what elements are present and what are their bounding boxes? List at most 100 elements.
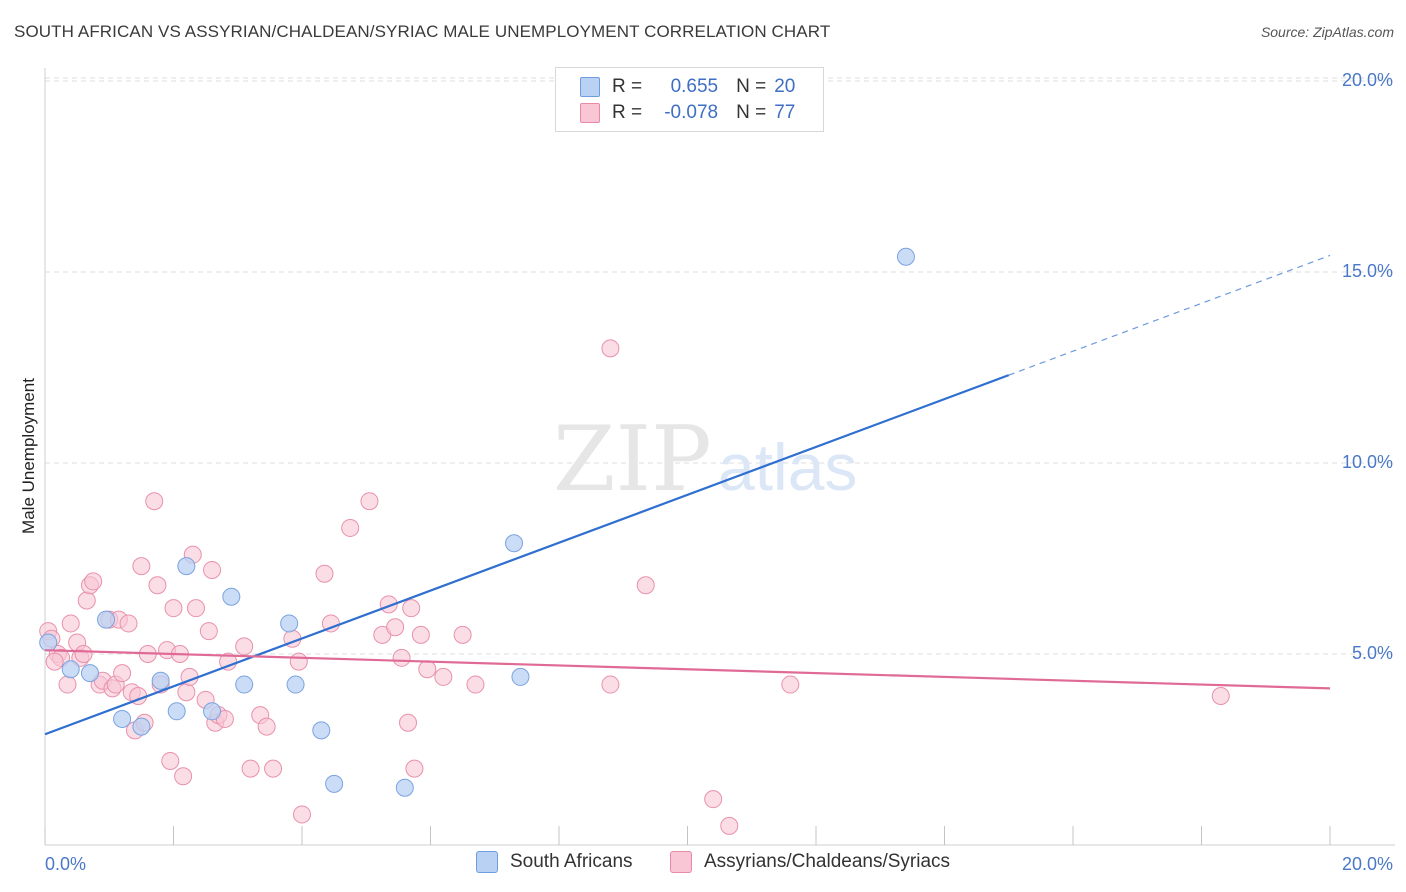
data-point-south-africans bbox=[395, 778, 414, 797]
y-tick-label: 10.0% bbox=[1342, 452, 1393, 472]
legend-n-label: N = bbox=[736, 102, 767, 123]
series-south-africans-points bbox=[39, 247, 915, 797]
legend-n-label: N = bbox=[736, 76, 767, 97]
data-point-assyrians bbox=[241, 759, 260, 778]
data-point-assyrians bbox=[161, 751, 180, 770]
data-point-assyrians bbox=[257, 717, 276, 736]
bottom-legend-swatch-blue bbox=[476, 851, 498, 873]
chart-title: SOUTH AFRICAN VS ASSYRIAN/CHALDEAN/SYRIA… bbox=[14, 22, 831, 41]
legend-r-value: -0.078 bbox=[664, 102, 719, 123]
data-point-south-africans bbox=[896, 247, 915, 266]
data-point-assyrians bbox=[704, 790, 723, 809]
data-point-assyrians bbox=[411, 625, 430, 644]
data-point-assyrians bbox=[148, 576, 167, 595]
data-point-assyrians bbox=[392, 648, 411, 667]
bottom-legend-assyrians: Assyrians/Chaldeans/Syriacs bbox=[670, 851, 950, 873]
y-tick-label: 15.0% bbox=[1342, 261, 1393, 281]
trend-line-south-africans-extension bbox=[1008, 254, 1331, 376]
data-point-south-africans bbox=[222, 587, 241, 606]
data-point-south-africans bbox=[151, 671, 170, 690]
data-point-assyrians bbox=[74, 645, 93, 663]
watermark-zip: ZIP bbox=[553, 407, 712, 512]
data-point-assyrians bbox=[720, 816, 739, 835]
grid-lines bbox=[45, 77, 1395, 655]
y-tick-label: 5.0% bbox=[1352, 643, 1393, 663]
data-point-south-africans bbox=[286, 675, 305, 694]
data-point-south-africans bbox=[177, 557, 196, 576]
data-point-south-africans bbox=[235, 675, 254, 694]
data-point-assyrians bbox=[61, 614, 80, 633]
legend-n-value: 20 bbox=[774, 76, 796, 97]
data-point-assyrians bbox=[781, 675, 800, 694]
correlation-legend: R = 0.655 N = 20 R = -0.078 N = 77 bbox=[555, 67, 824, 132]
data-point-south-africans bbox=[132, 717, 151, 736]
data-point-assyrians bbox=[341, 518, 360, 537]
bottom-legend-swatch-pink bbox=[670, 851, 692, 873]
data-point-assyrians bbox=[315, 564, 334, 583]
data-point-south-africans bbox=[203, 702, 222, 721]
data-point-assyrians bbox=[219, 652, 238, 671]
data-point-assyrians bbox=[601, 339, 620, 358]
data-point-assyrians bbox=[132, 557, 151, 576]
data-point-assyrians bbox=[164, 599, 183, 618]
x-tick-label: 0.0% bbox=[45, 854, 86, 874]
data-point-assyrians bbox=[453, 625, 472, 644]
data-point-assyrians bbox=[399, 713, 418, 732]
data-point-assyrians bbox=[203, 560, 222, 579]
data-point-assyrians bbox=[145, 492, 164, 511]
legend-r-label: R = bbox=[612, 102, 643, 123]
x-tick-label: 20.0% bbox=[1342, 854, 1393, 874]
trend-line-assyrians bbox=[44, 649, 1331, 690]
y-axis-label: Male Unemployment bbox=[19, 378, 38, 534]
data-point-assyrians bbox=[177, 683, 196, 702]
bottom-legend-label: Assyrians/Chaldeans/Syriacs bbox=[704, 851, 951, 872]
data-point-assyrians bbox=[418, 660, 437, 679]
data-point-south-africans bbox=[61, 660, 80, 679]
bottom-legend-label: South Africans bbox=[510, 851, 633, 872]
data-point-south-africans bbox=[505, 534, 524, 553]
data-point-assyrians bbox=[636, 576, 655, 595]
data-point-assyrians bbox=[186, 599, 205, 618]
data-point-south-africans bbox=[39, 633, 58, 652]
data-point-south-africans bbox=[312, 721, 331, 740]
tick-labels: 5.0% 10.0% 15.0% 20.0% 0.0% 20.0% bbox=[45, 70, 1393, 874]
data-point-assyrians bbox=[386, 618, 405, 637]
data-point-assyrians bbox=[264, 759, 283, 778]
trend-lines bbox=[44, 254, 1331, 736]
data-point-assyrians bbox=[289, 652, 308, 671]
legend-swatch-blue bbox=[580, 77, 600, 97]
data-point-assyrians bbox=[601, 675, 620, 694]
legend-r-value: 0.655 bbox=[670, 76, 719, 97]
legend-swatch-pink bbox=[580, 103, 600, 123]
data-point-assyrians bbox=[84, 572, 103, 591]
data-point-south-africans bbox=[511, 667, 530, 686]
legend-row-south-africans: R = 0.655 N = 20 bbox=[580, 75, 795, 99]
data-point-assyrians bbox=[434, 667, 453, 686]
data-point-assyrians bbox=[293, 805, 311, 824]
data-point-assyrians bbox=[405, 759, 424, 778]
trend-line-south-africans bbox=[44, 374, 1010, 736]
data-point-assyrians bbox=[402, 599, 421, 618]
data-point-assyrians bbox=[235, 637, 254, 656]
watermark-atlas: atlas bbox=[718, 430, 857, 504]
data-point-south-africans bbox=[167, 702, 186, 721]
data-point-south-africans bbox=[113, 709, 132, 728]
bottom-legend-south-africans: South Africans bbox=[476, 851, 633, 873]
data-point-assyrians bbox=[199, 622, 218, 641]
legend-r-label: R = bbox=[612, 76, 643, 97]
watermark: ZIP atlas bbox=[553, 407, 857, 512]
legend-n-value: 77 bbox=[774, 102, 796, 123]
data-point-assyrians bbox=[466, 675, 485, 694]
data-point-assyrians bbox=[1211, 687, 1230, 706]
data-point-south-africans bbox=[97, 610, 116, 629]
data-point-assyrians bbox=[119, 614, 138, 633]
chart-source: Source: ZipAtlas.com bbox=[1260, 24, 1394, 40]
legend-row-assyrians: R = -0.078 N = 77 bbox=[580, 101, 795, 125]
data-point-south-africans bbox=[280, 614, 299, 633]
axes bbox=[44, 68, 1395, 846]
y-tick-label: 20.0% bbox=[1342, 70, 1393, 90]
data-point-assyrians bbox=[113, 664, 132, 683]
data-point-assyrians bbox=[45, 652, 64, 671]
data-point-assyrians bbox=[360, 492, 379, 511]
